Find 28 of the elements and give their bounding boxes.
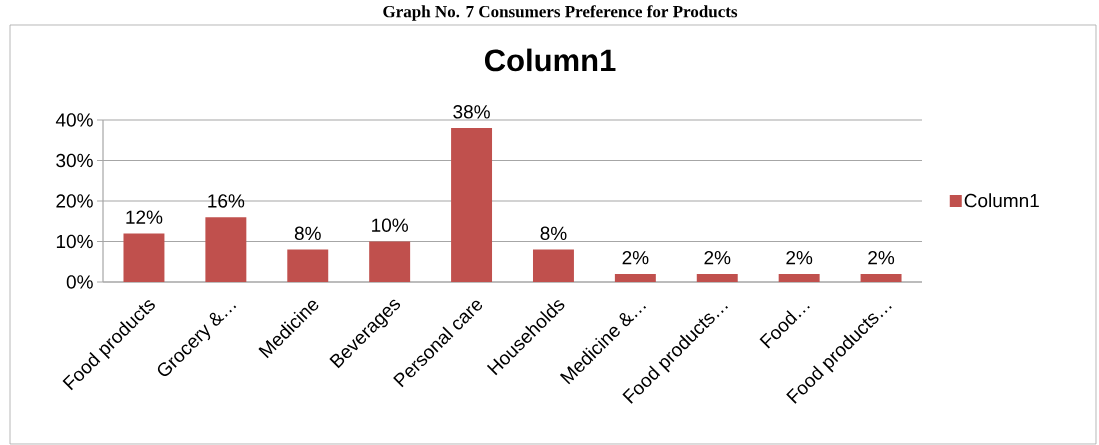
y-tick-label: 10% <box>56 234 93 249</box>
text: 16% <box>208 194 245 208</box>
bar <box>451 128 493 282</box>
bar <box>532 249 574 282</box>
y-tick-label: 0% <box>66 275 93 289</box>
bar <box>205 217 247 282</box>
y-tick-label: 20% <box>56 194 93 208</box>
bar <box>369 241 411 282</box>
legend-label: Column1 <box>964 193 1039 208</box>
text: 2% <box>622 250 649 265</box>
bar <box>287 249 329 282</box>
bar <box>860 273 902 282</box>
text: 10% <box>372 218 408 232</box>
bar <box>614 273 656 282</box>
text: 2% <box>868 250 895 265</box>
bar <box>123 233 165 282</box>
y-tick-label: 40% <box>55 113 93 127</box>
text: 2% <box>704 250 731 265</box>
bar <box>778 273 820 282</box>
y-tick-label: 30% <box>56 153 93 168</box>
chart-subtitle: Graph No. 7 Consumers Preference for Products <box>383 5 738 21</box>
text: 38% <box>453 105 490 119</box>
bar <box>696 273 738 282</box>
text: 12% <box>126 210 163 224</box>
text: 2% <box>786 250 813 265</box>
chart-title: Column1 <box>484 48 616 72</box>
text: 8% <box>294 226 321 241</box>
text: 8% <box>540 226 567 241</box>
